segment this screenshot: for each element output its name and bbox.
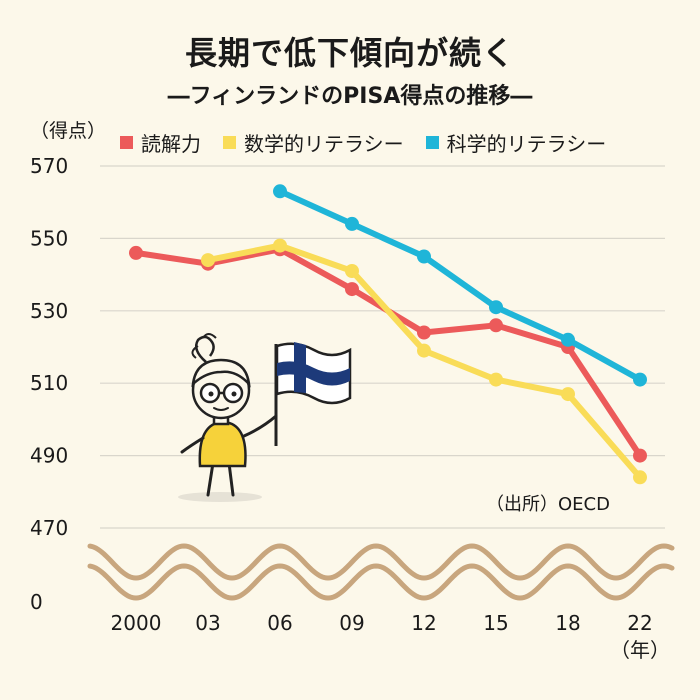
data-point-s0-09	[345, 282, 359, 297]
hair-bun	[195, 335, 215, 363]
data-point-s1-12	[417, 343, 431, 358]
right-leg	[227, 461, 235, 497]
x-tick-09: 09	[339, 611, 364, 635]
data-point-s0-22	[633, 448, 647, 463]
eye-right	[231, 391, 237, 397]
legend-item-reading: 読解力	[120, 128, 201, 157]
y-tick-0: 0	[30, 590, 43, 614]
data-point-s2-18	[561, 332, 575, 347]
data-point-s1-06	[273, 238, 287, 253]
x-tick-15: 15	[483, 611, 508, 635]
legend-item-math: 数学的リテラシー	[223, 128, 404, 157]
data-point-s2-15	[489, 300, 503, 315]
legend-swatch-science	[425, 136, 439, 149]
x-unit-label: （年）	[610, 638, 670, 662]
break-wave-1	[87, 543, 675, 581]
y-tick-530: 530	[30, 299, 68, 323]
y-tick-550: 550	[30, 226, 68, 250]
source-note: （出所）OECD	[486, 494, 610, 515]
legend: 読解力 数学的リテラシー 科学的リテラシー	[120, 128, 628, 157]
right-arm	[242, 414, 278, 438]
data-point-s1-03	[201, 253, 215, 268]
eye-left	[208, 391, 214, 397]
break-wave-2	[87, 563, 675, 601]
series-line-2	[277, 188, 643, 383]
data-point-s1-15	[489, 372, 503, 387]
x-tick-22: 22	[627, 611, 652, 635]
series-lines	[129, 184, 647, 485]
ground-shadow	[178, 492, 262, 502]
x-tick-12: 12	[411, 611, 436, 635]
data-point-s1-09	[345, 264, 359, 278]
hair	[191, 358, 251, 388]
y-axis-ticks: 0 470 490 510 530 550 570	[30, 154, 68, 614]
chart-title: 長期で低下傾向が続く	[184, 34, 515, 72]
y-tick-510: 510	[30, 371, 68, 395]
y-tick-570: 570	[30, 154, 68, 178]
left-arm	[180, 436, 205, 454]
x-tick-2000: 2000	[111, 611, 162, 635]
y-tick-470: 470	[30, 516, 68, 540]
girl-with-flag-illustration	[178, 333, 352, 502]
y-unit-label: （得点）	[30, 120, 107, 142]
flag-cross-horizontal	[277, 361, 350, 386]
legend-label-reading: 読解力	[141, 132, 201, 156]
legend-swatch-reading	[120, 136, 133, 149]
x-tick-18: 18	[555, 611, 580, 635]
data-point-s1-18	[561, 387, 575, 402]
data-point-s0-15	[489, 318, 503, 333]
data-point-s2-22	[633, 372, 647, 387]
data-point-s0-2000	[129, 245, 143, 260]
legend-label-math: 数学的リテラシー	[244, 132, 404, 156]
legend-swatch-math	[223, 136, 236, 149]
legend-label-science: 科学的リテラシー	[446, 132, 607, 156]
data-point-s1-22	[633, 470, 647, 485]
left-leg	[206, 461, 215, 497]
hair-strands	[191, 333, 217, 359]
x-axis-ticks: 2000 03 06 09 12 15 18 22	[111, 611, 653, 635]
shirt	[198, 420, 247, 468]
data-point-s2-09	[345, 216, 359, 231]
legend-item-science: 科学的リテラシー	[425, 128, 607, 157]
smile	[213, 407, 229, 411]
data-point-s2-12	[417, 249, 431, 264]
axis-break-wave	[87, 543, 675, 601]
x-tick-03: 03	[195, 611, 220, 635]
y-tick-490: 490	[30, 444, 68, 468]
chart-subtitle: ―フィンランドのPISA得点の推移―	[167, 84, 533, 109]
data-point-s2-06	[273, 184, 287, 199]
x-tick-06: 06	[267, 611, 292, 635]
data-point-s0-12	[417, 325, 431, 340]
